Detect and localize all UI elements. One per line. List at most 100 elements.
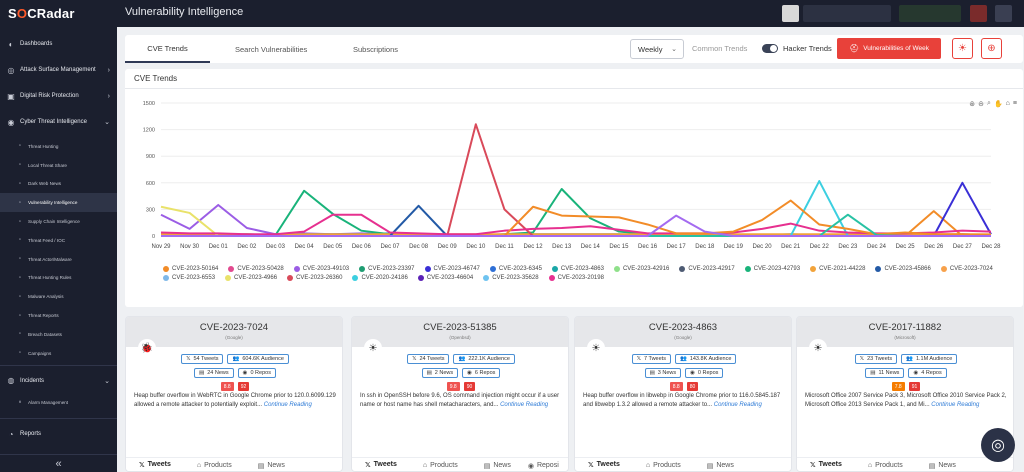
home-icon[interactable]: ⌂ — [1005, 100, 1010, 107]
legend-item[interactable]: CVE-2023-4966 — [225, 275, 277, 281]
nav-reports[interactable]: ◔ Reports — [0, 421, 117, 447]
vulnerabilities-of-week-button[interactable]: ⛑ Vulnerabilities of Week — [837, 38, 941, 59]
zoom-in-icon[interactable]: ⊕ — [969, 101, 976, 108]
add-icon-button[interactable]: ⊕ — [981, 38, 1002, 59]
news-pill[interactable]: ▤ 2 News — [421, 368, 459, 378]
card-tab-repos[interactable]: ◉ Reposi — [524, 458, 563, 472]
sun-icon-button[interactable]: ☀ — [952, 38, 973, 59]
user-avatar[interactable] — [970, 5, 987, 22]
card-tab-products[interactable]: ⌂ Products — [633, 458, 694, 472]
cve-card[interactable]: CVE-2023-51385 (Openbsd) 𝕏 24 Tweets 👥 222.1K… — [351, 316, 569, 472]
legend-item[interactable]: CVE-2023-20198 — [548, 275, 604, 281]
card-tab-tweets[interactable]: 𝕏 Tweets — [352, 458, 410, 472]
period-select[interactable]: Weekly ⌄ — [630, 39, 684, 59]
nav-attack-surface[interactable]: ◎ Attack Surface Management › — [0, 57, 117, 83]
legend-item[interactable]: CVE-2023-49103 — [293, 266, 349, 272]
menu-icon[interactable]: ≡ — [1012, 100, 1017, 107]
legend-item[interactable]: CVE-2023-26360 — [287, 275, 342, 281]
help-lifebuoy-button[interactable]: ◎ — [981, 428, 1015, 462]
card-tab-news[interactable]: ▤ News — [916, 458, 969, 472]
legend-item[interactable]: CVE-2023-42917 — [679, 266, 735, 272]
legend-item[interactable]: CVE-2023-46747 — [424, 266, 480, 272]
legend-item[interactable]: CVE-2023-46604 — [417, 275, 473, 281]
legend-item[interactable]: CVE-2023-50164 — [163, 266, 218, 272]
card-tab-products[interactable]: ⌂ Products — [855, 458, 916, 472]
cve-id[interactable]: CVE-2023-51385 — [423, 322, 497, 333]
cve-card[interactable]: CVE-2017-11882 (Microsoft) 𝕏 23 Tweets 👥 1.1M… — [796, 316, 1014, 472]
legend-item[interactable]: CVE-2023-4863 — [551, 266, 604, 272]
nav-digital-risk[interactable]: ▣ Digital Risk Protection › — [0, 83, 117, 109]
tweets-pill[interactable]: 𝕏 54 Tweets — [181, 354, 224, 364]
cve-id[interactable]: CVE-2023-7024 — [199, 322, 269, 333]
pan-hand-icon[interactable]: ✋ — [993, 101, 1003, 108]
legend-item[interactable]: CVE-2021-44228 — [810, 266, 865, 272]
card-tab-tweets[interactable]: 𝕏 Tweets — [797, 458, 855, 472]
news-pill[interactable]: ▤ 24 News — [194, 368, 234, 378]
cve-id[interactable]: CVE-2017-11882 — [868, 322, 942, 333]
sidebar-item-breach-datasets[interactable]: ▫ Breach Datasets — [0, 325, 117, 344]
notifications-icon[interactable] — [995, 5, 1012, 22]
card-tab-products[interactable]: ⌂ Products — [184, 458, 245, 472]
collapse-sidebar-button[interactable]: « — [0, 454, 117, 472]
card-tab-news[interactable]: ▤ News — [694, 458, 747, 472]
legend-item[interactable]: CVE-2023-6553 — [163, 275, 215, 281]
company-selector[interactable] — [803, 5, 891, 22]
sidebar-item-threat-reports[interactable]: ▫ Threat Reports — [0, 306, 117, 325]
legend-item[interactable]: CVE-2023-6345 — [489, 266, 542, 272]
repos-pill[interactable]: ◉ 0 Repos — [685, 368, 724, 378]
audience-pill[interactable]: 👥 143.8K Audience — [674, 354, 737, 364]
repos-pill[interactable]: ◉ 0 Repos — [237, 368, 276, 378]
zoom-out-icon[interactable]: ⊖ — [978, 101, 985, 108]
legend-item[interactable]: CVE-2023-23397 — [359, 266, 415, 272]
continue-reading-link[interactable]: Continue Reading — [931, 401, 980, 408]
sidebar-item-campaigns[interactable]: ▫ Campaigns — [0, 344, 117, 363]
repos-pill[interactable]: ◉ 6 Repos — [462, 368, 501, 378]
audience-pill[interactable]: 👥 604.6K Audience — [227, 354, 289, 364]
sidebar-item-threat-hunting[interactable]: ▫ Threat Hunting — [0, 137, 117, 156]
news-pill[interactable]: ▤ 3 News — [644, 368, 682, 378]
company-avatar[interactable] — [782, 5, 799, 22]
sidebar-item-malware-analysis[interactable]: ▫ Malware Analysis — [0, 287, 117, 306]
audience-pill[interactable]: 👥 1.1M Audience — [901, 354, 958, 364]
sidebar-item-threat-hunting-rules[interactable]: ▫ Threat Hunting Rules — [0, 269, 117, 288]
tweets-pill[interactable]: 𝕏 24 Tweets — [407, 354, 450, 364]
nav-incidents[interactable]: ◍ Incidents ⌄ — [0, 368, 117, 394]
sidebar-item-dark-web-news[interactable]: ▫ Dark Web News — [0, 175, 117, 194]
tab-search-vulnerabilities[interactable]: Search Vulnerabilities — [235, 44, 308, 54]
legend-item[interactable]: CVE-2020-24186 — [352, 275, 408, 281]
sidebar-item-threat-actor-malware[interactable]: ▫ Threat Actor/Malware — [0, 250, 117, 269]
continue-reading-link[interactable]: Continue Reading — [713, 401, 762, 408]
trend-toggle[interactable] — [762, 44, 778, 53]
nav-dashboards[interactable]: ◐ Dashboards — [0, 31, 117, 57]
card-tab-tweets[interactable]: 𝕏 Tweets — [126, 458, 184, 472]
sidebar-item-supply-chain-intelligence[interactable]: ▫ Supply Chain Intelligence — [0, 212, 117, 231]
audience-pill[interactable]: 👥 222.1K Audience — [453, 354, 515, 364]
status-indicator[interactable] — [899, 5, 961, 22]
legend-item[interactable]: CVE-2023-45866 — [875, 266, 931, 272]
socradar-logo[interactable]: S O CRadar — [8, 6, 75, 21]
sidebar-item-vulnerability-intelligence[interactable]: ▫ Vulnerability Intelligence — [0, 193, 117, 213]
continue-reading-link[interactable]: Continue Reading — [500, 401, 549, 408]
cve-card[interactable]: CVE-2023-4863 (Google) 𝕏 7 Tweets 👥 143.8K Au… — [574, 316, 792, 472]
legend-item[interactable]: CVE-2023-42793 — [744, 266, 800, 272]
sidebar-item-local-threat-share[interactable]: ▫ Local Threat Share — [0, 156, 117, 175]
card-tab-tweets[interactable]: 𝕏 Tweets — [575, 458, 633, 472]
card-tab-news[interactable]: ▤ News — [471, 458, 524, 472]
nav-alarm-management[interactable]: ⚬ Alarm Management — [0, 394, 117, 413]
tab-cve-trends[interactable]: CVE Trends — [125, 35, 210, 63]
tab-subscriptions[interactable]: Subscriptions — [353, 44, 399, 54]
repos-pill[interactable]: ◉ 4 Repos — [908, 368, 947, 378]
legend-item[interactable]: CVE-2023-7024 — [940, 266, 993, 272]
cve-card[interactable]: CVE-2023-7024 (Google) 𝕏 54 Tweets 👥 604.6K A… — [125, 316, 343, 472]
card-tab-products[interactable]: ⌂ Products — [410, 458, 471, 472]
legend-item[interactable]: CVE-2023-42916 — [613, 266, 669, 272]
legend-item[interactable]: CVE-2023-35628 — [483, 275, 539, 281]
tweets-pill[interactable]: 𝕏 23 Tweets — [854, 354, 898, 364]
sidebar-item-threat-feed-ioc[interactable]: ▫ Threat Feed / IOC — [0, 231, 117, 250]
card-tab-news[interactable]: ▤ News — [245, 458, 298, 472]
continue-reading-link[interactable]: Continue Reading — [263, 401, 312, 408]
news-pill[interactable]: ▤ 11 News — [865, 368, 905, 378]
cve-id[interactable]: CVE-2023-4863 — [648, 322, 718, 333]
nav-cyber-threat[interactable]: ◉ Cyber Threat Intelligence ⌄ — [0, 109, 117, 135]
